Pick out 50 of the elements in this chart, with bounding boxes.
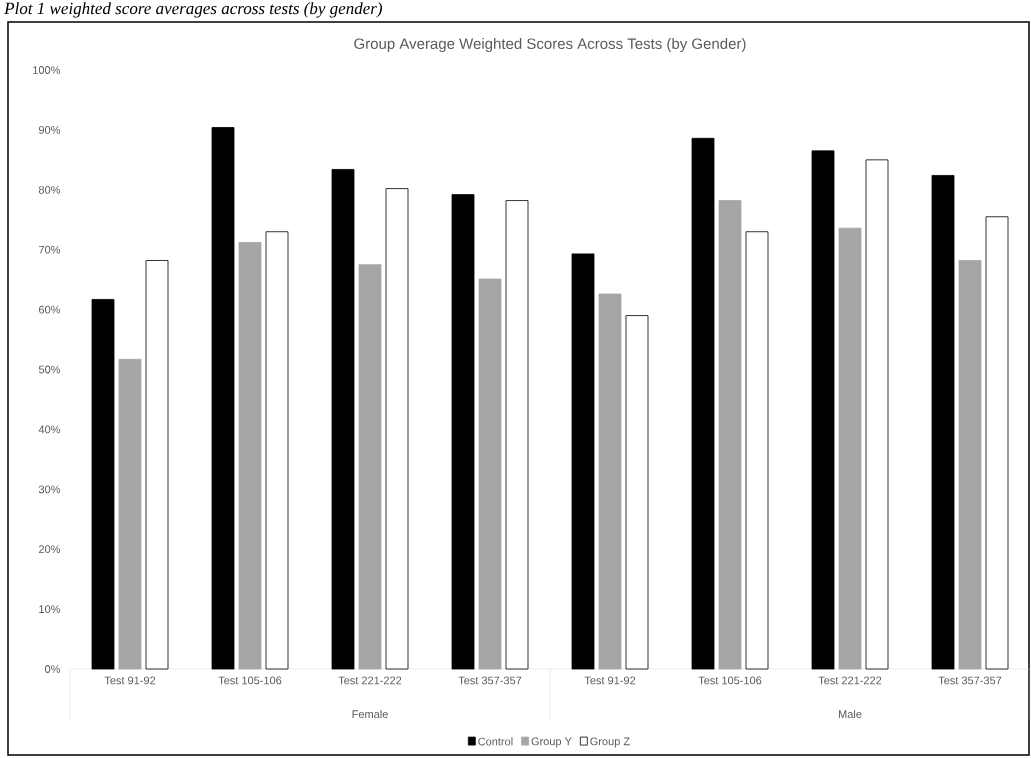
bar (571, 253, 595, 670)
y-tick-label: 40% (38, 425, 61, 434)
text: Female (352, 709, 388, 719)
bar (358, 264, 382, 670)
x-tick-label: Test 105-106 (218, 676, 282, 685)
text: Plot 1 weighted score averages across tests (by gender) (4, 2, 383, 18)
x-tick-label: Test 91-92 (584, 676, 636, 685)
bar (931, 175, 955, 670)
bar (385, 188, 409, 670)
y-tick-label: 80% (38, 185, 61, 194)
text: Male (838, 709, 862, 719)
x-tick-label: Test 221-222 (338, 676, 402, 685)
y-tick-label: 20% (39, 545, 61, 554)
bar (838, 227, 862, 670)
bar (691, 137, 715, 670)
y-tick-label: 30% (38, 485, 61, 494)
bar (505, 200, 529, 670)
y-tick-label: 70% (39, 245, 61, 254)
bar (625, 315, 649, 670)
y-tick-label: 90% (38, 126, 61, 134)
x-tick-label: Test 221-222 (818, 676, 882, 685)
bar (331, 169, 355, 670)
bar (811, 150, 835, 670)
bar (985, 216, 1009, 670)
legend-label: Group Y (531, 737, 572, 748)
bar (145, 260, 169, 670)
bar (958, 260, 982, 670)
y-tick-label: 50% (38, 365, 61, 374)
bar (91, 299, 115, 670)
chart-title: Group Average Weighted Scores Across Tests (by Gender) (354, 38, 746, 52)
legend-label: Control (478, 737, 513, 746)
bar (598, 293, 622, 670)
bar (451, 194, 475, 670)
bar (478, 278, 502, 670)
y-tick-label: 100% (33, 66, 61, 74)
bar (265, 231, 289, 670)
x-tick-label: Test 105-106 (698, 676, 762, 685)
bar (118, 358, 142, 670)
legend-label: Group Z (590, 737, 630, 748)
y-tick-label: 60% (39, 305, 61, 314)
bar (718, 200, 742, 670)
bar (211, 127, 235, 670)
bar (865, 159, 889, 670)
x-tick-label: Test 357-357 (458, 676, 522, 685)
x-tick-label: Test 357-357 (938, 676, 1002, 685)
y-tick-label: 10% (39, 605, 61, 613)
bar (238, 242, 262, 670)
x-tick-label: Test 91-92 (104, 676, 156, 685)
y-tick-label: 0% (44, 665, 61, 673)
bar (745, 231, 769, 670)
